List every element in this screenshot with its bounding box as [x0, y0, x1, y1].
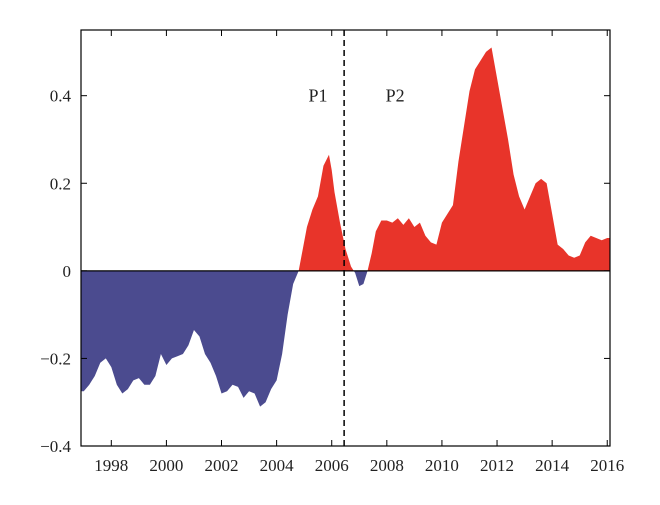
y-tick-label: 0	[63, 262, 72, 281]
x-tick-label: 2006	[315, 456, 349, 475]
annotation-p2: P2	[386, 86, 405, 106]
plot-frame	[80, 29, 611, 447]
label-layer: 1998 2000 2002 2004 2006 2008 2010 2012 2014 2016…	[40, 86, 624, 475]
x-tick-label: 2010	[425, 456, 459, 475]
y-tick-label: −0.4	[40, 437, 71, 456]
x-tick-label: 2004	[260, 456, 295, 475]
x-tick-label: 2014	[535, 456, 570, 475]
y-tick-label: 0.2	[50, 174, 71, 193]
x-tick-label: 2016	[590, 456, 624, 475]
axis-layer	[80, 29, 611, 447]
x-tick-label: 2002	[205, 456, 239, 475]
x-tick-label: 1998	[94, 456, 128, 475]
y-tick-label: −0.2	[40, 349, 71, 368]
positive-area-1	[298, 154, 354, 271]
x-tick-label: 2012	[480, 456, 514, 475]
annotation-p1: P1	[308, 86, 327, 106]
negative-area-0	[81, 270, 299, 407]
x-tick-label: 2000	[149, 456, 183, 475]
x-tick-label: 2008	[370, 456, 404, 475]
negative-area-2	[353, 270, 368, 287]
positive-area-3	[367, 47, 610, 271]
area-layer	[81, 47, 610, 407]
y-tick-label: 0.4	[50, 87, 72, 106]
